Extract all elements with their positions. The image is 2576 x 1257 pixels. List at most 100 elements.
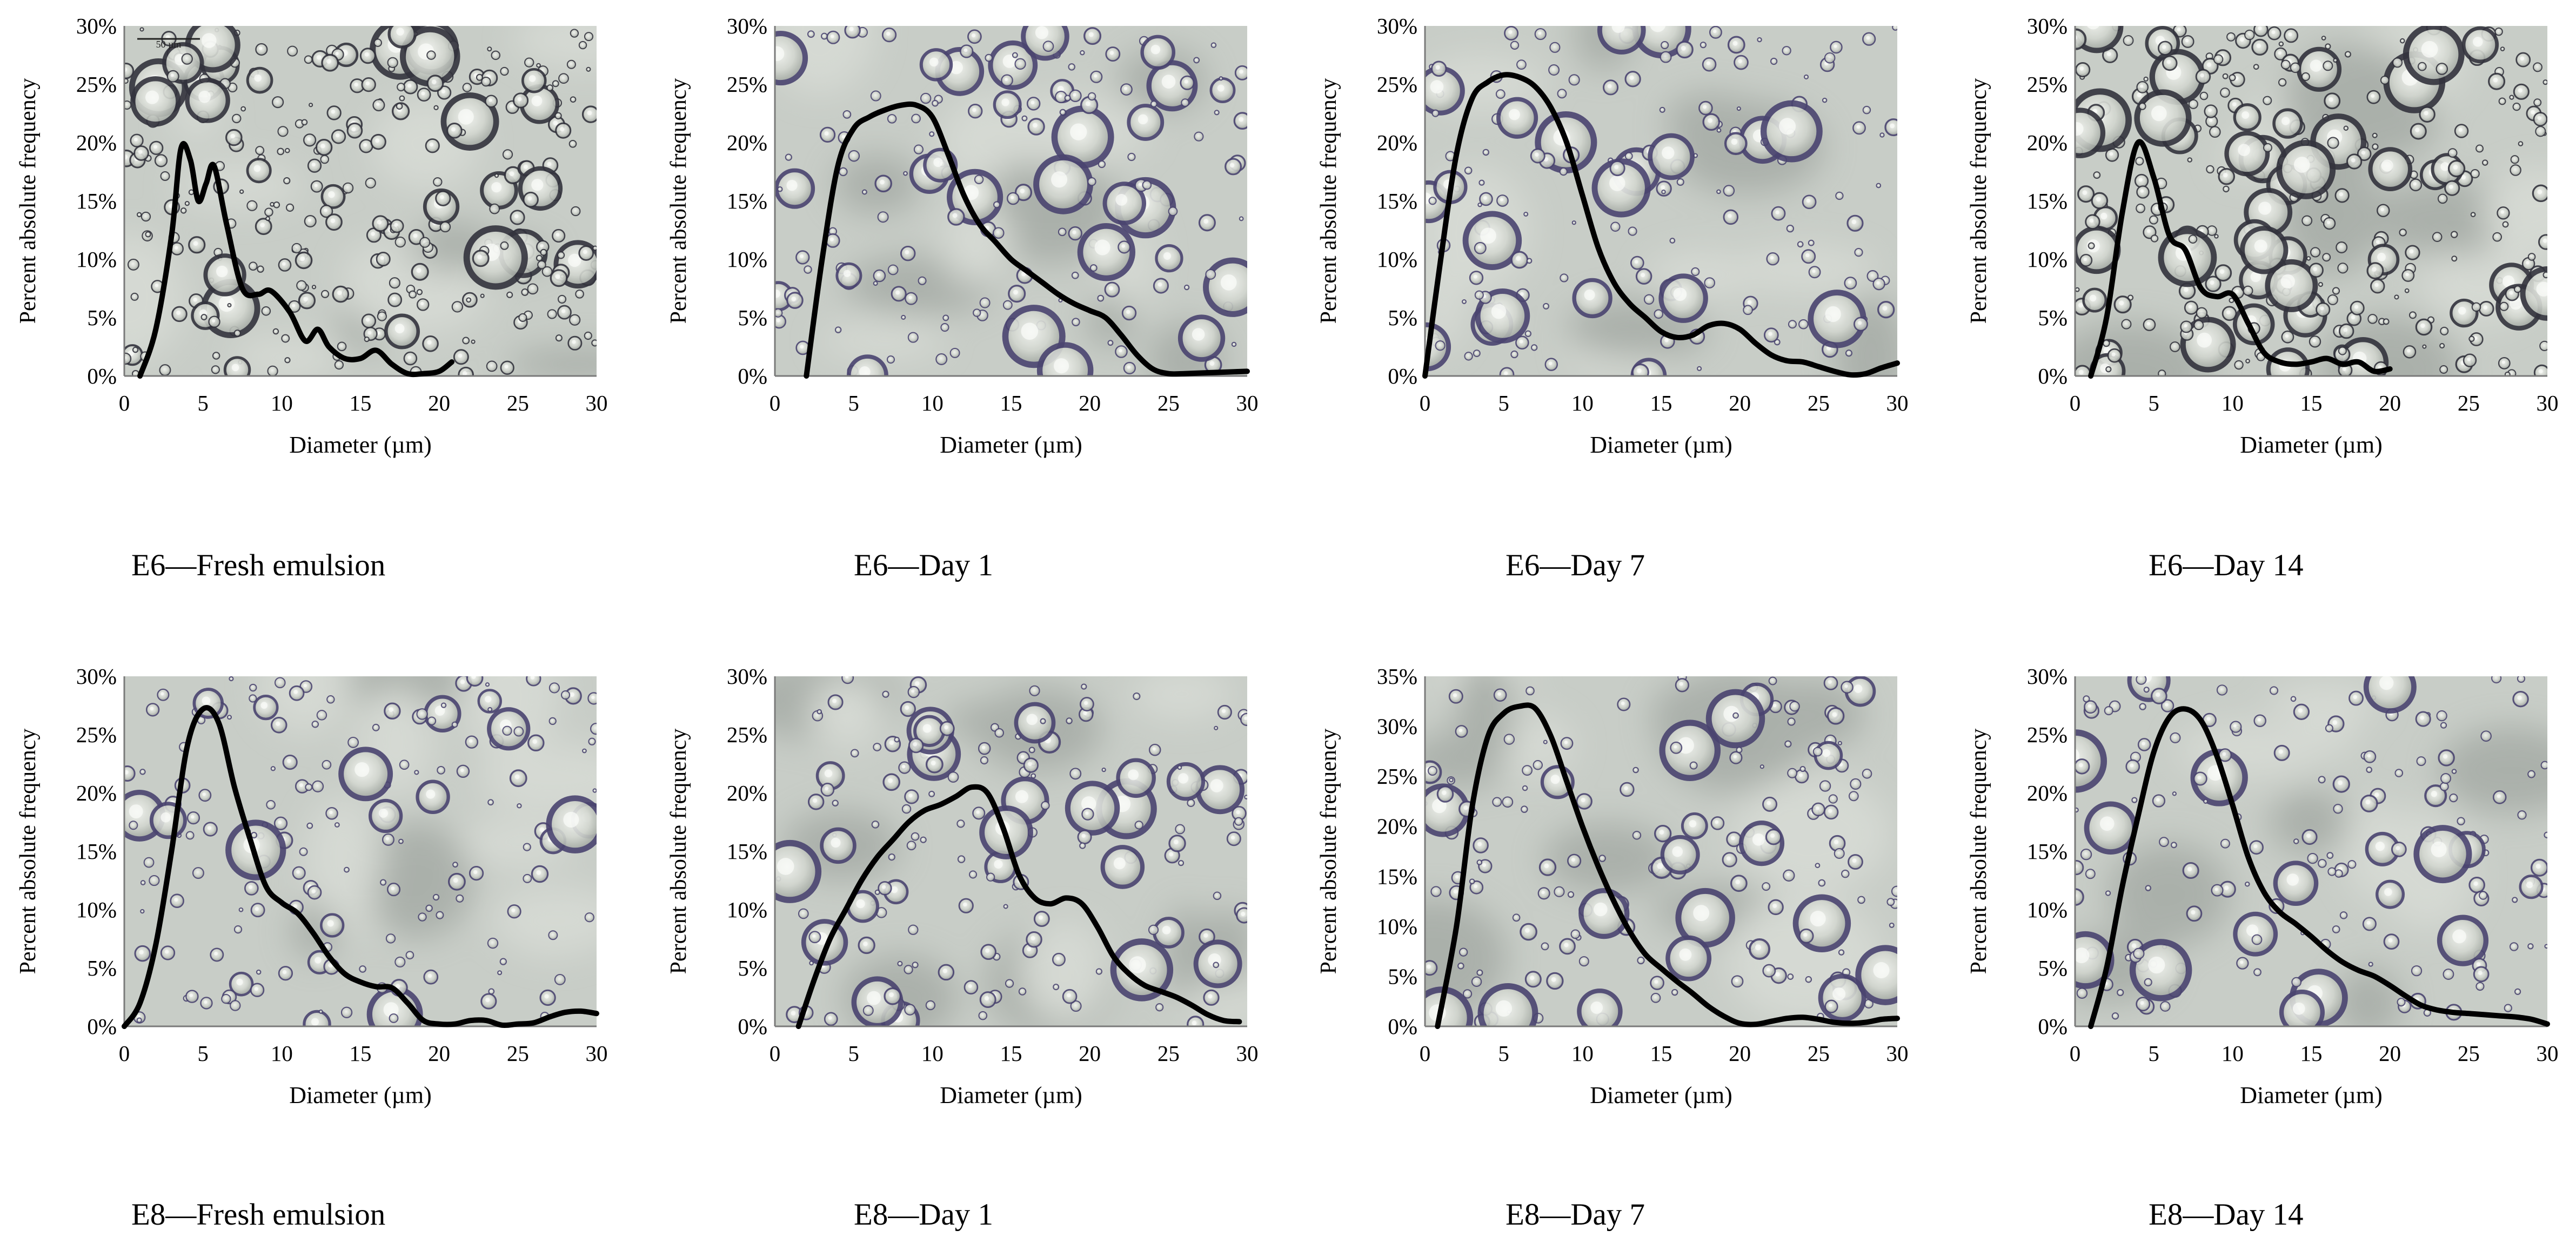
x-tick-label: 30 xyxy=(586,1041,608,1066)
x-tick-label: 10 xyxy=(1571,1041,1594,1066)
y-tick-label: 30% xyxy=(2027,14,2068,38)
x-tick-label: 30 xyxy=(1886,1041,1909,1066)
x-tick-label: 20 xyxy=(428,1041,450,1066)
x-tick-label: 30 xyxy=(2537,1041,2559,1066)
y-tick-label: 35% xyxy=(1377,664,1417,689)
distribution-curve xyxy=(1435,702,1900,1029)
droplets xyxy=(1425,26,1897,376)
x-tick-label: 25 xyxy=(507,391,529,415)
y-tick-label: 15% xyxy=(76,189,117,213)
chart-panel-4: 0% 5% 10% 15% 20% 25% 30% 0 5 10 15 20 25 30 Diameter … xyxy=(1966,14,2559,458)
x-tick-label: 15 xyxy=(1000,1041,1022,1066)
x-tick-label: 0 xyxy=(119,391,130,415)
x-tick-label: 0 xyxy=(1420,391,1431,415)
y-tick-label: 10% xyxy=(76,247,117,272)
y-tick-label: 15% xyxy=(727,189,767,213)
droplets xyxy=(2075,26,2547,376)
y-tick-label: 25% xyxy=(76,722,117,747)
y-tick-label: 10% xyxy=(76,897,117,922)
x-tick-label: 20 xyxy=(2379,1041,2401,1066)
x-tick-label: 5 xyxy=(1498,1041,1509,1066)
y-tick-label: 20% xyxy=(76,781,117,805)
panel-caption: E8—Day 14 xyxy=(2149,1198,2304,1232)
y-tick-label: 10% xyxy=(727,897,767,922)
panel-caption: E6—Day 14 xyxy=(2149,548,2304,582)
x-tick-label: 10 xyxy=(271,391,293,415)
x-axis-title: Diameter (µm) xyxy=(289,432,432,458)
y-tick-label: 5% xyxy=(738,305,767,330)
y-axis-title: Percent absolute frequency xyxy=(16,729,41,974)
x-tick-label: 15 xyxy=(350,1041,372,1066)
y-tick-label: 0% xyxy=(87,364,117,388)
y-axis-title: Percent absolute frequency xyxy=(16,78,41,324)
y-tick-label: 30% xyxy=(2027,664,2068,689)
y-tick-label: 15% xyxy=(1377,864,1417,889)
y-tick-label: 25% xyxy=(727,722,767,747)
x-tick-label: 20 xyxy=(2379,391,2401,415)
distribution-curve xyxy=(1422,72,1900,379)
y-tick-label: 15% xyxy=(76,839,117,864)
x-tick-label: 0 xyxy=(2070,391,2081,415)
y-tick-label: 30% xyxy=(76,14,117,38)
y-tick-label: 0% xyxy=(1388,364,1417,388)
y-tick-label: 5% xyxy=(2038,305,2068,330)
distribution-curve xyxy=(795,784,1242,1029)
y-axis-title: Percent absolute frequency xyxy=(1966,78,1991,324)
distribution-curve xyxy=(122,705,599,1029)
distribution-curve xyxy=(2088,706,2550,1029)
x-tick-label: 30 xyxy=(1236,1041,1259,1066)
x-tick-label: 10 xyxy=(2222,1041,2244,1066)
y-tick-label: 15% xyxy=(1377,189,1417,213)
y-tick-label: 25% xyxy=(1377,72,1417,97)
x-axis-title: Diameter (µm) xyxy=(1590,432,1732,458)
y-tick-label: 0% xyxy=(1388,1014,1417,1039)
x-tick-label: 20 xyxy=(1079,1041,1101,1066)
x-tick-label: 0 xyxy=(2070,1041,2081,1066)
x-tick-label: 15 xyxy=(2300,1041,2323,1066)
x-tick-label: 25 xyxy=(507,1041,529,1066)
y-tick-label: 0% xyxy=(2038,364,2068,388)
y-tick-label: 25% xyxy=(727,72,767,97)
x-tick-label: 0 xyxy=(1420,1041,1431,1066)
y-tick-label: 5% xyxy=(87,305,117,330)
y-tick-label: 10% xyxy=(2027,897,2068,922)
micrograph-background xyxy=(775,26,1247,376)
distribution-curve xyxy=(2088,139,2393,379)
x-tick-label: 10 xyxy=(921,1041,944,1066)
x-tick-label: 15 xyxy=(2300,391,2323,415)
chart-panel-8: 0% 5% 10% 15% 20% 25% 30% 0 5 10 15 20 25 30 Diameter … xyxy=(1966,664,2559,1108)
x-tick-label: 25 xyxy=(1808,391,1830,415)
y-tick-label: 10% xyxy=(1377,247,1417,272)
x-tick-label: 5 xyxy=(1498,391,1509,415)
x-tick-label: 20 xyxy=(428,391,450,415)
x-tick-label: 30 xyxy=(2537,391,2559,415)
x-tick-label: 25 xyxy=(1157,391,1180,415)
x-tick-label: 15 xyxy=(1650,1041,1672,1066)
y-tick-label: 25% xyxy=(76,72,117,97)
y-tick-label: 25% xyxy=(2027,722,2068,747)
chart-panel-7: 0% 5% 10% 15% 20% 25% 30% 35% 0 5 10 15 20 25 30 Diamet… xyxy=(1316,664,1909,1108)
x-tick-label: 5 xyxy=(197,391,209,415)
x-tick-label: 25 xyxy=(2458,391,2480,415)
x-tick-label: 5 xyxy=(848,391,859,415)
y-tick-label: 10% xyxy=(2027,247,2068,272)
y-tick-label: 5% xyxy=(87,956,117,980)
x-tick-label: 5 xyxy=(2148,391,2159,415)
y-tick-label: 20% xyxy=(2027,130,2068,155)
x-tick-label: 5 xyxy=(848,1041,859,1066)
y-tick-label: 20% xyxy=(76,130,117,155)
droplets xyxy=(1425,676,1897,1026)
y-tick-label: 15% xyxy=(2027,839,2068,864)
y-tick-label: 20% xyxy=(727,130,767,155)
y-tick-label: 20% xyxy=(2027,781,2068,805)
droplets xyxy=(2075,676,2547,1026)
micrograph-background xyxy=(2075,676,2547,1026)
panel-caption: E6—Fresh emulsion xyxy=(131,548,386,582)
micrograph-background xyxy=(1425,26,1897,376)
y-tick-label: 30% xyxy=(727,664,767,689)
y-tick-label: 20% xyxy=(727,781,767,805)
y-tick-label: 5% xyxy=(2038,956,2068,980)
y-tick-label: 5% xyxy=(1388,305,1417,330)
panel-caption: E8—Fresh emulsion xyxy=(131,1198,386,1232)
